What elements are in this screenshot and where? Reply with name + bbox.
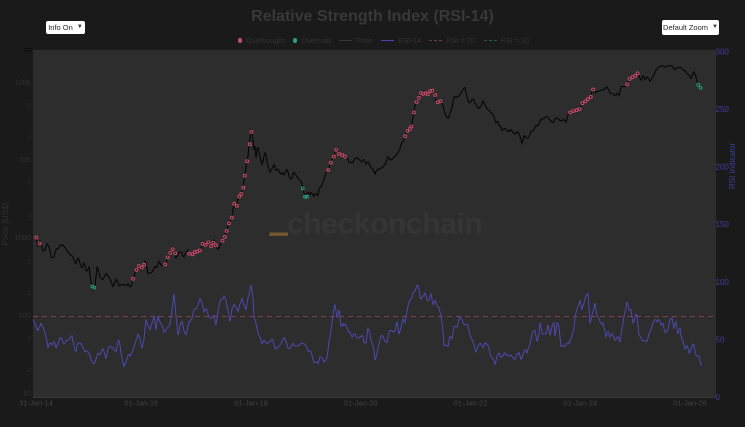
svg-text:5: 5 — [27, 103, 31, 110]
svg-text:1000: 1000 — [14, 233, 31, 242]
svg-text:0: 0 — [716, 393, 721, 402]
svg-text:10k: 10k — [19, 155, 31, 164]
svg-text:01-Jan-20: 01-Jan-20 — [344, 399, 378, 408]
svg-text:01-Jan-22: 01-Jan-22 — [454, 399, 488, 408]
svg-text:150: 150 — [716, 220, 730, 229]
svg-text:100k: 100k — [15, 77, 32, 86]
svg-text:RSI Indicator: RSI Indicator — [728, 143, 737, 190]
svg-text:2: 2 — [27, 289, 31, 296]
svg-text:50: 50 — [716, 335, 725, 344]
svg-text:01-Jan-18: 01-Jan-18 — [234, 399, 268, 408]
svg-text:2: 2 — [27, 212, 31, 219]
svg-text:01-Jan-16: 01-Jan-16 — [124, 399, 158, 408]
svg-text:2: 2 — [27, 367, 31, 374]
svg-text:5: 5 — [27, 181, 31, 188]
svg-text:2: 2 — [27, 134, 31, 141]
svg-text:100: 100 — [716, 278, 730, 287]
svg-text:100: 100 — [18, 311, 31, 320]
svg-text:01-Jan-24: 01-Jan-24 — [563, 399, 597, 408]
svg-text:200: 200 — [716, 163, 730, 172]
svg-text:5: 5 — [27, 258, 31, 265]
svg-text:checkonchain: checkonchain — [287, 208, 482, 241]
svg-text:Price [US$]: Price [US$] — [0, 203, 10, 246]
svg-text:5: 5 — [27, 336, 31, 343]
svg-text:250: 250 — [716, 105, 730, 114]
svg-text:01-Jan-26: 01-Jan-26 — [673, 399, 707, 408]
svg-text:31-Jan-14: 31-Jan-14 — [19, 399, 53, 408]
svg-text:10: 10 — [23, 389, 31, 398]
svg-text:300: 300 — [716, 47, 730, 56]
